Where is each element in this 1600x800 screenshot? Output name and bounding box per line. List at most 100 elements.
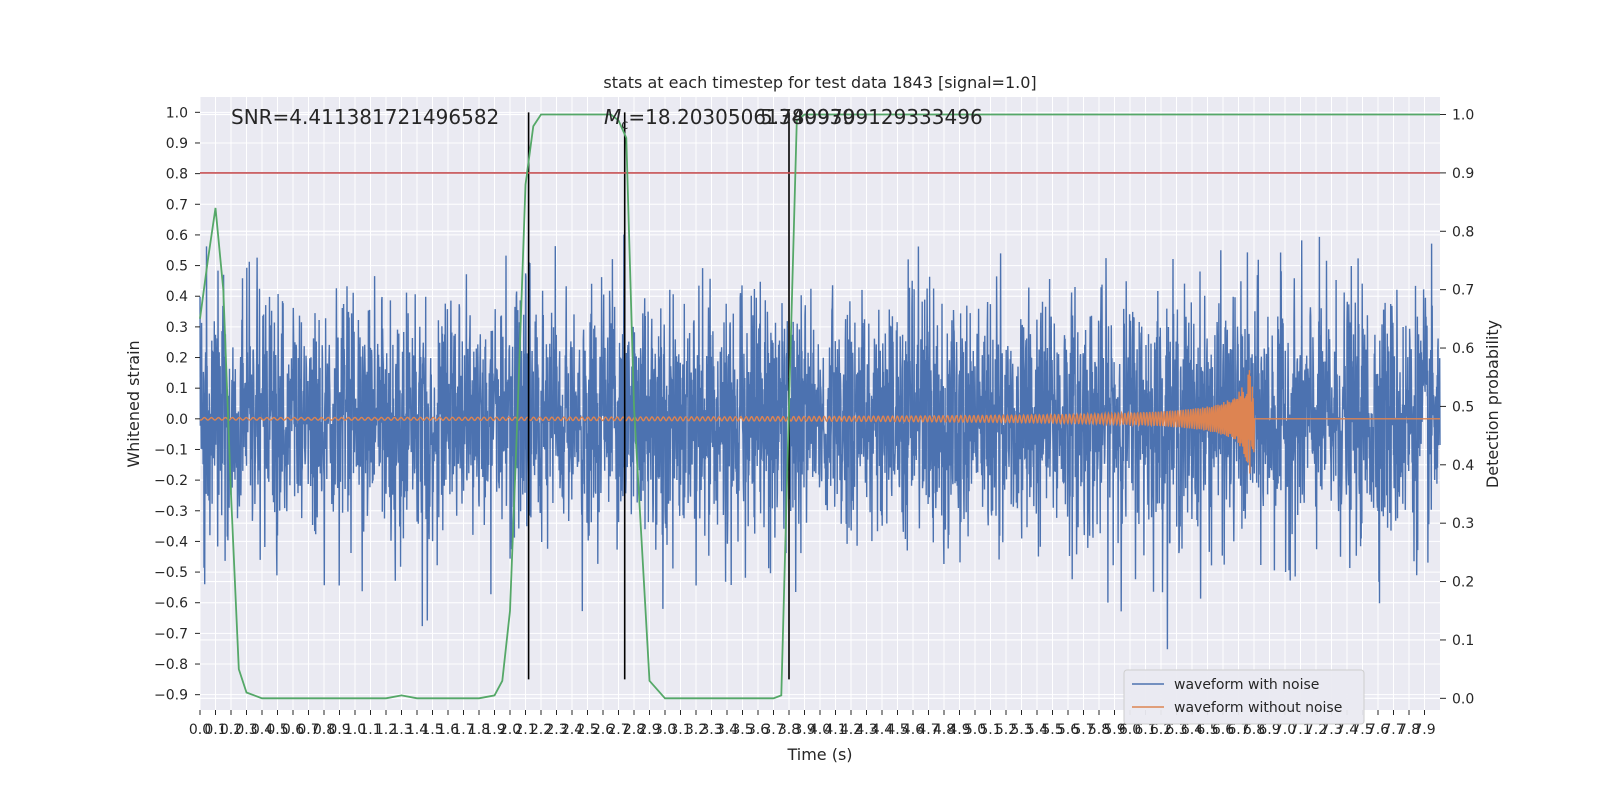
x-tick-label: 2.9	[638, 722, 660, 738]
y2-tick-label: 0.2	[1452, 575, 1474, 591]
x-tick-label: 6.5	[1196, 722, 1218, 738]
y2-axis-label: Detection probability	[1483, 320, 1502, 488]
chirp-layer	[199, 370, 1440, 474]
x-ticks: 0.00.10.20.30.40.50.60.70.80.91.01.11.21…	[189, 710, 1436, 738]
x-tick-label: 0.6	[282, 722, 304, 738]
x-tick-label: 3.9	[793, 722, 815, 738]
y-ticks-right: 1.0 0.9 0.8 0.7 0.6 0.5 0.4 0.3 0.2 0.1 0.0	[1440, 108, 1474, 707]
y2-tick-label: 0.1	[1452, 633, 1474, 649]
x-tick-label: 5.7	[1072, 722, 1094, 738]
x-tick-label: 4.6	[902, 722, 924, 738]
x-tick-label: 2.3	[545, 722, 567, 738]
x-tick-label: 1.0	[344, 722, 366, 738]
x-tick-label: 1.3	[390, 722, 412, 738]
x-axis-label: Time (s)	[786, 745, 852, 764]
y-tick-label: 0.6	[166, 228, 188, 244]
x-tick-label: 5.2	[995, 722, 1017, 738]
y2-tick-label: 0.6	[1452, 341, 1474, 357]
y-axis-label: Whitened strain	[124, 340, 143, 467]
y2-tick-label: 0.4	[1452, 458, 1474, 474]
x-tick-label: 6.7	[1227, 722, 1249, 738]
x-tick-label: 7.7	[1382, 722, 1404, 738]
x-tick-label: 6.1	[1134, 722, 1156, 738]
legend: waveform with noise waveform without noi…	[1123, 669, 1365, 725]
x-tick-label: 0.3	[235, 722, 257, 738]
x-tick-label: 1.6	[437, 722, 459, 738]
y-tick-label: 0.8	[166, 167, 188, 183]
y-tick-label: −0.8	[154, 657, 188, 673]
x-tick-label: 5.4	[1026, 722, 1048, 738]
x-tick-label: 7.0	[1274, 722, 1296, 738]
x-tick-label: 0.1	[204, 722, 226, 738]
y-tick-label: −0.2	[154, 473, 188, 489]
x-tick-label: 4.3	[855, 722, 877, 738]
x-tick-label: 2.0	[499, 722, 521, 738]
y-tick-label: 0.9	[166, 136, 188, 152]
x-tick-label: 3.6	[747, 722, 769, 738]
x-tick-label: 2.1	[514, 722, 536, 738]
x-tick-label: 3.0	[654, 722, 676, 738]
x-tick-label: 1.8	[468, 722, 490, 738]
y2-tick-label: 0.7	[1452, 283, 1474, 299]
x-tick-label: 6.4	[1181, 722, 1203, 738]
y2-tick-label: 0.9	[1452, 166, 1474, 182]
x-tick-label: 0.4	[251, 722, 273, 738]
x-tick-label: 7.2	[1305, 722, 1327, 738]
x-tick-label: 3.1	[669, 722, 691, 738]
x-tick-label: 2.2	[530, 722, 552, 738]
x-tick-label: 2.6	[592, 722, 614, 738]
overlap-annotation: 5.7899709129333496	[760, 105, 983, 129]
y-tick-label: −0.4	[154, 534, 188, 550]
y-tick-label: 0.1	[166, 381, 188, 397]
x-tick-label: 5.0	[964, 722, 986, 738]
x-tick-label: 0.0	[189, 722, 211, 738]
x-tick-label: 7.4	[1336, 722, 1358, 738]
x-tick-label: 1.9	[483, 722, 505, 738]
x-tick-label: 4.7	[917, 722, 939, 738]
y-tick-label: 0.2	[166, 351, 188, 367]
x-tick-label: 1.4	[406, 722, 428, 738]
y-tick-label: 1.0	[166, 105, 188, 121]
y-tick-label: 0.5	[166, 259, 188, 275]
x-tick-label: 1.2	[375, 722, 397, 738]
y-tick-label: −0.3	[154, 504, 188, 520]
y-tick-label: 0.4	[166, 289, 188, 305]
x-tick-label: 5.9	[1103, 722, 1125, 738]
y-tick-label: −0.7	[154, 626, 188, 642]
x-tick-label: 4.9	[948, 722, 970, 738]
x-tick-label: 7.6	[1367, 722, 1389, 738]
x-tick-label: 2.4	[561, 722, 583, 738]
x-tick-label: 3.8	[778, 722, 800, 738]
snr-annotation: SNR=4.411381721496582	[231, 105, 499, 129]
x-tick-label: 4.4	[871, 722, 893, 738]
x-tick-label: 5.8	[1088, 722, 1110, 738]
x-tick-label: 0.7	[297, 722, 319, 738]
x-tick-label: 0.8	[313, 722, 335, 738]
chart-title: stats at each timestep for test data 184…	[603, 73, 1036, 92]
x-tick-label: 2.5	[576, 722, 598, 738]
x-tick-label: 3.7	[762, 722, 784, 738]
y2-tick-label: 0.0	[1452, 691, 1474, 707]
x-tick-label: 6.9	[1258, 722, 1280, 738]
x-tick-label: 3.4	[716, 722, 738, 738]
x-tick-label: 7.5	[1351, 722, 1373, 738]
x-tick-label: 4.2	[840, 722, 862, 738]
x-tick-label: 7.3	[1320, 722, 1342, 738]
x-tick-label: 4.1	[824, 722, 846, 738]
x-tick-label: 0.5	[266, 722, 288, 738]
y-ticks-left: 1.0 0.9 0.8 0.7 0.6 0.5 0.4 0.3 0.2 0.1 0.0 −0.1 −0.…	[154, 105, 200, 704]
legend-label-noise: waveform with noise	[1174, 677, 1319, 693]
y-tick-label: −0.6	[154, 596, 188, 612]
y2-tick-label: 0.3	[1452, 516, 1474, 532]
x-tick-label: 3.5	[731, 722, 753, 738]
x-tick-label: 1.1	[359, 722, 381, 738]
y2-tick-label: 0.5	[1452, 399, 1474, 415]
x-tick-label: 0.9	[328, 722, 350, 738]
x-tick-label: 4.8	[933, 722, 955, 738]
x-tick-label: 7.1	[1289, 722, 1311, 738]
x-tick-label: 6.0	[1119, 722, 1141, 738]
x-tick-label: 1.7	[452, 722, 474, 738]
x-tick-label: 6.6	[1212, 722, 1234, 738]
y2-tick-label: 0.8	[1452, 224, 1474, 240]
y2-tick-label: 1.0	[1452, 108, 1474, 124]
